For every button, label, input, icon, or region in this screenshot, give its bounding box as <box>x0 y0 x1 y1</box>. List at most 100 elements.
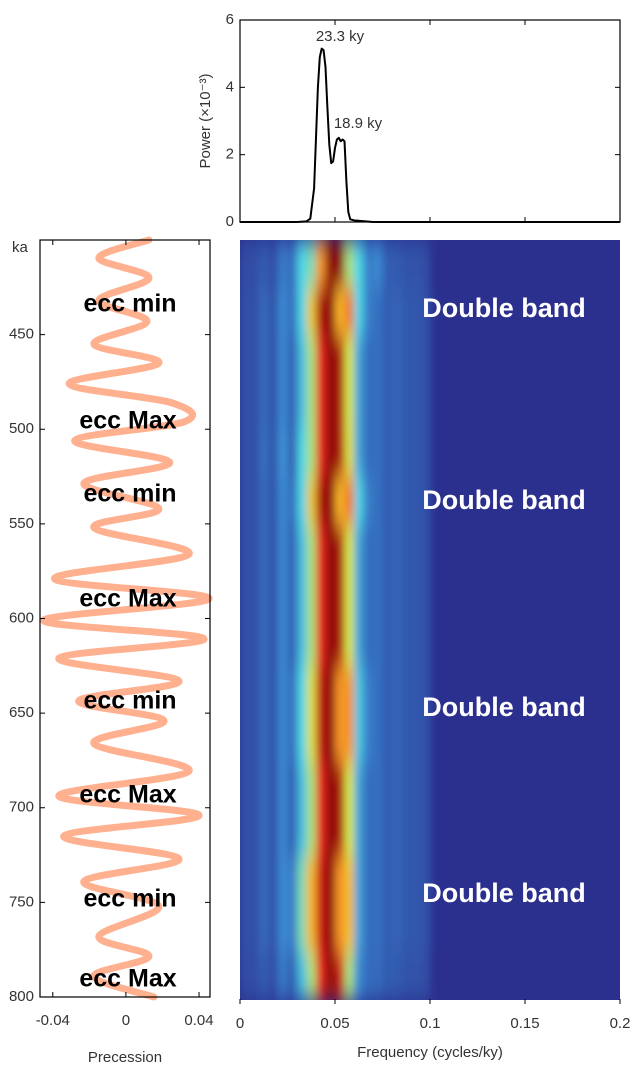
heatmap-cell <box>363 477 374 526</box>
heatmap-cell <box>344 762 355 811</box>
heatmap-cell <box>325 667 336 716</box>
heatmap-cell <box>249 762 260 811</box>
heatmap-cell <box>287 905 298 953</box>
heatmap-cell <box>240 810 250 858</box>
y-tick-label: 2 <box>226 146 234 163</box>
heatmap-cell <box>268 762 279 811</box>
heatmap-cell <box>335 335 345 383</box>
heatmap-cell <box>363 857 374 906</box>
y-tick-label: 600 <box>9 609 34 626</box>
heatmap-cell <box>306 287 317 336</box>
heatmap-cell <box>344 667 355 716</box>
heatmap-cell <box>278 810 288 858</box>
heatmap-cell <box>316 382 326 431</box>
y-tick-label: 6 <box>226 11 234 28</box>
heatmap-cell <box>363 952 374 1000</box>
heatmap-cell <box>268 382 279 431</box>
heatmap-cell <box>373 620 383 668</box>
heatmap-cell <box>297 382 307 431</box>
heatmap-cell <box>240 525 250 573</box>
heatmap-cell <box>382 240 393 288</box>
heatmap-cell <box>240 762 250 811</box>
heatmap-cell <box>325 335 336 383</box>
heatmap-cell <box>420 620 431 668</box>
heatmap-cell <box>382 525 393 573</box>
heatmap-cell <box>335 667 345 716</box>
heatmap-cell <box>392 762 402 811</box>
heatmap-cell <box>354 905 364 953</box>
heatmap-cell <box>392 620 402 668</box>
heatmap-cell <box>401 382 412 431</box>
heatmap-cell <box>278 620 288 668</box>
heatmap-cell <box>411 620 421 668</box>
heatmap-cell <box>249 335 260 383</box>
heatmap-cell <box>297 715 307 763</box>
annotation: ecc Max <box>79 781 176 809</box>
heatmap-cell <box>325 905 336 953</box>
heatmap-cell <box>420 430 431 478</box>
heatmap-cell <box>354 382 364 431</box>
heatmap-cell <box>411 287 421 336</box>
heatmap-cell <box>297 667 307 716</box>
heatmap-cell <box>354 715 364 763</box>
heatmap-cell <box>344 952 355 1000</box>
heatmap-cell <box>411 857 421 906</box>
x-tick-label: 0.05 <box>320 1015 349 1032</box>
heatmap-cell <box>297 620 307 668</box>
heatmap-cell <box>306 335 317 383</box>
heatmap-cell <box>411 335 421 383</box>
heatmap-cell <box>325 572 336 621</box>
heatmap-cell <box>259 620 269 668</box>
heatmap-cell <box>392 715 402 763</box>
heatmap-cell <box>354 430 364 478</box>
heatmap-cell <box>363 620 374 668</box>
heatmap-cell <box>401 715 412 763</box>
heatmap-cell <box>268 620 279 668</box>
heatmap-cell <box>249 810 260 858</box>
heatmap-cell <box>335 240 345 288</box>
heatmap-cell <box>297 430 307 478</box>
heatmap-cell <box>420 952 431 1000</box>
heatmap-cell <box>278 382 288 431</box>
heatmap-cell <box>287 240 298 288</box>
heatmap-cell <box>268 667 279 716</box>
heatmap-cell <box>344 810 355 858</box>
heatmap-cell <box>240 857 250 906</box>
heatmap-cell <box>259 335 269 383</box>
heatmap-cell <box>240 620 250 668</box>
heatmap-cell <box>297 572 307 621</box>
heatmap-cell <box>354 620 364 668</box>
heatmap-cell <box>297 810 307 858</box>
heatmap-cell <box>249 240 260 288</box>
heatmap-cell <box>316 477 326 526</box>
heatmap-cell <box>335 477 345 526</box>
heatmap-cell <box>344 525 355 573</box>
heatmap-cell <box>392 477 402 526</box>
heatmap-cell <box>259 525 269 573</box>
heatmap-cell <box>287 430 298 478</box>
heatmap-cell <box>287 667 298 716</box>
heatmap-cell <box>392 905 402 953</box>
heatmap-cell <box>316 762 326 811</box>
heatmap-cell <box>411 525 421 573</box>
heatmap-cell <box>325 762 336 811</box>
heatmap-cell <box>268 715 279 763</box>
x-tick-label: -0.04 <box>36 1012 70 1029</box>
heatmap-cell <box>354 952 364 1000</box>
annotation: ecc Max <box>79 407 176 435</box>
heatmap-cell <box>240 952 250 1000</box>
heatmap-cell <box>363 810 374 858</box>
heatmap-cell <box>335 952 345 1000</box>
heatmap-cell <box>259 715 269 763</box>
heatmap-cell <box>335 287 345 336</box>
heatmap-cell <box>363 715 374 763</box>
heatmap-cell <box>249 667 260 716</box>
heatmap-cell <box>240 572 250 621</box>
heatmap-cell <box>249 715 260 763</box>
heatmap-cell <box>392 525 402 573</box>
heatmap-cell <box>287 715 298 763</box>
heatmap-cell <box>278 572 288 621</box>
axes-frame <box>239 19 621 223</box>
heatmap-cell <box>344 240 355 288</box>
heatmap-cell <box>240 715 250 763</box>
